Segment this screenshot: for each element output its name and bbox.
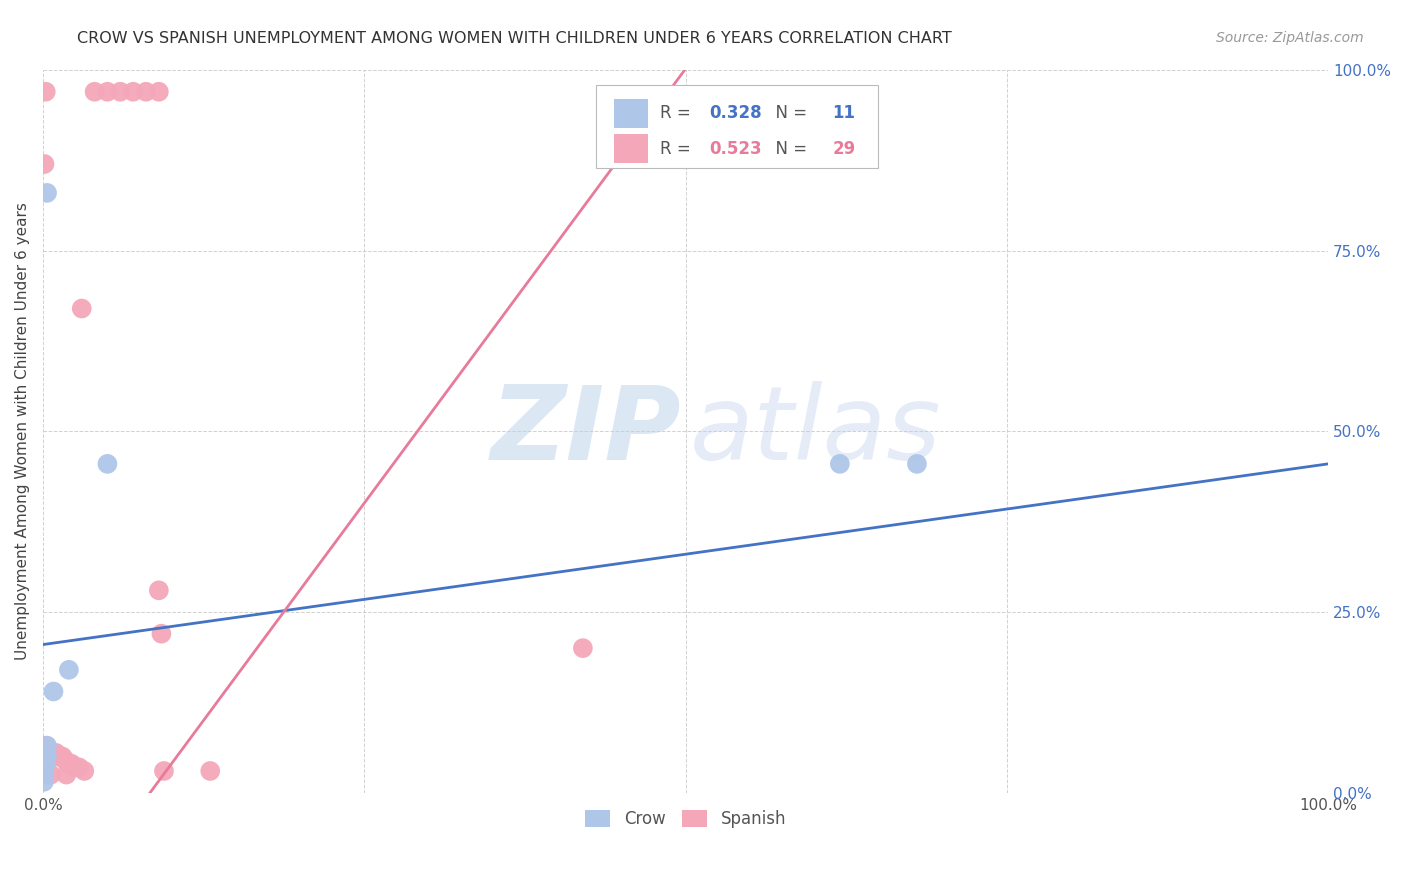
Point	[83, 85, 105, 99]
Point	[32, 774, 55, 789]
Text: N =: N =	[765, 104, 813, 122]
Point	[96, 85, 118, 99]
Point	[45, 746, 67, 760]
Text: atlas: atlas	[689, 382, 941, 482]
Point	[53, 753, 76, 767]
Point	[34, 157, 56, 171]
Point	[58, 663, 80, 677]
Point	[905, 457, 928, 471]
Point	[828, 457, 851, 471]
Point	[73, 764, 96, 778]
Text: ZIP: ZIP	[491, 381, 682, 482]
Text: 29: 29	[832, 140, 855, 158]
Text: N =: N =	[765, 140, 813, 158]
Point	[58, 756, 80, 771]
Point	[60, 756, 83, 771]
Point	[200, 764, 222, 778]
Point	[150, 626, 173, 640]
Point	[572, 641, 595, 656]
Legend: Crow, Spanish: Crow, Spanish	[579, 804, 793, 835]
Point	[41, 746, 63, 760]
Point	[122, 85, 145, 99]
Point	[51, 749, 73, 764]
Text: 0.328: 0.328	[709, 104, 762, 122]
Text: R =: R =	[659, 140, 696, 158]
Point	[153, 764, 176, 778]
Point	[65, 760, 87, 774]
Point	[35, 85, 58, 99]
Point	[110, 85, 132, 99]
Text: 11: 11	[832, 104, 855, 122]
Text: Source: ZipAtlas.com: Source: ZipAtlas.com	[1216, 31, 1364, 45]
Point	[35, 739, 58, 753]
Point	[148, 85, 170, 99]
Point	[67, 760, 90, 774]
FancyBboxPatch shape	[613, 99, 648, 128]
Point	[39, 767, 62, 781]
Point	[148, 583, 170, 598]
Point	[35, 756, 58, 771]
Point	[55, 767, 77, 781]
Text: CROW VS SPANISH UNEMPLOYMENT AMONG WOMEN WITH CHILDREN UNDER 6 YEARS CORRELATION: CROW VS SPANISH UNEMPLOYMENT AMONG WOMEN…	[77, 31, 952, 46]
Point	[135, 85, 157, 99]
Point	[96, 457, 118, 471]
Point	[35, 186, 58, 200]
Y-axis label: Unemployment Among Women with Children Under 6 years: Unemployment Among Women with Children U…	[15, 202, 30, 660]
FancyBboxPatch shape	[613, 135, 648, 163]
Text: R =: R =	[659, 104, 696, 122]
Text: 0.523: 0.523	[709, 140, 762, 158]
Point	[35, 739, 58, 753]
Point	[42, 684, 65, 698]
Point	[34, 767, 56, 781]
Point	[48, 749, 70, 764]
Point	[70, 301, 93, 316]
Point	[35, 742, 58, 756]
Point	[38, 746, 60, 760]
FancyBboxPatch shape	[596, 85, 879, 168]
Point	[35, 749, 58, 764]
